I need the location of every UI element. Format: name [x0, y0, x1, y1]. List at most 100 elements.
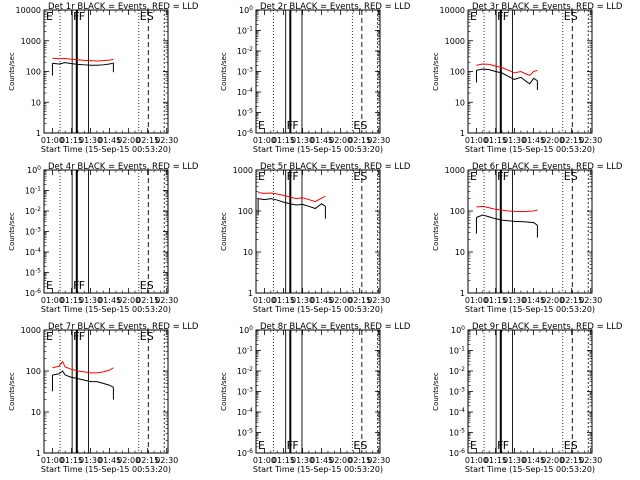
marker-label: F: [79, 10, 85, 23]
x-tick-label: 01:00: [465, 456, 488, 465]
y-tick-label: 10000: [16, 6, 41, 15]
marker-label: E: [46, 10, 53, 23]
x-axis-label: Start Time (15-Sep-15 00:53:20): [41, 145, 171, 154]
x-tick-label: 02:30: [579, 296, 602, 305]
marker-label: E: [564, 170, 571, 183]
events-series-line: [258, 198, 326, 210]
y-tick-label: 10: [31, 408, 41, 417]
y-tick-label: 1: [248, 289, 253, 298]
y-tick-label: 1000: [445, 37, 465, 46]
marker-label: S: [147, 10, 154, 23]
y-axis-label: Counts/sec: [432, 212, 440, 251]
marker-label: E: [140, 279, 147, 292]
marker-label: F: [503, 439, 509, 452]
x-axis-label: Start Time (15-Sep-15 00:53:20): [253, 465, 383, 474]
marker-label: F: [292, 170, 298, 183]
y-tick-label: 10: [455, 248, 465, 257]
marker-label: F: [503, 170, 509, 183]
y-tick-label: 10-6: [237, 128, 253, 138]
y-tick-label: 10-4: [237, 407, 253, 417]
x-tick-label: 02:00: [541, 456, 564, 465]
x-tick-label: 02:30: [155, 456, 178, 465]
x-tick-label: 01:45: [522, 456, 545, 465]
marker-label: F: [287, 119, 293, 132]
y-tick-label: 1000: [21, 37, 41, 46]
marker-label: E: [470, 10, 477, 23]
x-tick-label: 02:30: [155, 296, 178, 305]
y-tick-label: 10-1: [25, 186, 41, 196]
y-tick-label: 100: [26, 68, 41, 77]
marker-label: S: [360, 439, 367, 452]
y-tick-label: 10-6: [237, 448, 253, 458]
y-tick-label: 100: [27, 165, 41, 175]
y-tick-label: 10-1: [449, 346, 465, 356]
x-tick-label: 02:15: [560, 296, 583, 305]
x-tick-label: 02:15: [560, 136, 583, 145]
panel-det-8r: Det 8r BLACK = Events, RED = LLD 10-6 10-5…: [220, 322, 411, 474]
x-tick-label: 01:30: [503, 456, 526, 465]
marker-label: E: [140, 330, 147, 343]
y-tick-label: 10-6: [449, 448, 465, 458]
y-tick-label: 10-4: [237, 87, 253, 97]
y-axis-label: Counts/sec: [432, 372, 440, 411]
panel-det-1r: Det 1r BLACK = Events, RED = LLD 1 10 100 10…: [8, 2, 199, 154]
x-tick-label: 01:45: [522, 136, 545, 145]
y-tick-label: 100: [238, 207, 253, 216]
x-tick-label: 02:00: [117, 136, 140, 145]
x-tick-label: 01:30: [503, 136, 526, 145]
x-tick-label: 01:15: [484, 136, 507, 145]
y-tick-label: 1000: [21, 326, 41, 335]
x-tick-label: 02:30: [155, 136, 178, 145]
x-tick-label: 02:00: [541, 136, 564, 145]
marker-label: F: [287, 439, 293, 452]
x-tick-label: 02:00: [541, 296, 564, 305]
x-tick-label: 02:15: [136, 296, 159, 305]
marker-label: E: [46, 330, 53, 343]
y-tick-label: 10-3: [25, 227, 41, 237]
panel-title: Det 4r BLACK = Events, RED = LLD: [48, 162, 199, 172]
y-tick-label: 100: [239, 5, 253, 15]
x-tick-label: 01:30: [79, 136, 102, 145]
y-tick-label: 10-1: [237, 346, 253, 356]
x-tick-label: 02:15: [348, 456, 371, 465]
panel-det-4r: Det 4r BLACK = Events, RED = LLD 10-6 10-5…: [8, 162, 199, 314]
events-series-line: [52, 62, 114, 66]
marker-label: F: [73, 10, 79, 23]
y-tick-label: 10: [455, 98, 465, 107]
y-tick-label: 10-2: [237, 366, 253, 376]
panel-det-2r: Det 2r BLACK = Events, RED = LLD 10-6 10-5…: [220, 2, 411, 154]
y-tick-label: 10-5: [25, 268, 41, 278]
x-tick-label: 01:30: [291, 456, 314, 465]
x-tick-label: 02:00: [117, 456, 140, 465]
x-tick-label: 02:15: [560, 456, 583, 465]
panel-title: Det 2r BLACK = Events, RED = LLD: [260, 2, 411, 12]
lld-series-line: [52, 57, 114, 62]
marker-label: S: [571, 10, 578, 23]
events-series-line: [52, 370, 114, 388]
x-tick-label: 02:30: [367, 136, 390, 145]
x-tick-label: 02:30: [367, 296, 390, 305]
y-tick-label: 10: [243, 248, 253, 257]
x-axis-label: Start Time (15-Sep-15 00:53:20): [465, 145, 595, 154]
marker-label: E: [46, 279, 53, 292]
lld-series-line: [476, 205, 538, 213]
y-tick-label: 1000: [233, 166, 253, 175]
x-tick-label: 02:15: [136, 136, 159, 145]
y-tick-label: 10-3: [237, 387, 253, 397]
panel-det-9r: Det 9r BLACK = Events, RED = LLD 10-6 10-5…: [432, 322, 623, 474]
marker-label: E: [353, 119, 360, 132]
panel-title: Det 5r BLACK = Events, RED = LLD: [260, 162, 411, 172]
marker-label: F: [503, 10, 509, 23]
x-tick-label: 01:45: [310, 456, 333, 465]
plot-frame: [43, 329, 169, 454]
x-tick-label: 01:45: [98, 296, 121, 305]
y-tick-label: 10-6: [25, 288, 41, 298]
marker-label: F: [73, 279, 79, 292]
y-axis-label: Counts/sec: [220, 52, 228, 91]
x-tick-label: 01:30: [291, 296, 314, 305]
y-tick-label: 10000: [440, 6, 465, 15]
x-tick-label: 02:15: [348, 136, 371, 145]
x-tick-label: 02:00: [117, 296, 140, 305]
y-tick-label: 10-5: [449, 428, 465, 438]
x-tick-label: 02:15: [136, 456, 159, 465]
